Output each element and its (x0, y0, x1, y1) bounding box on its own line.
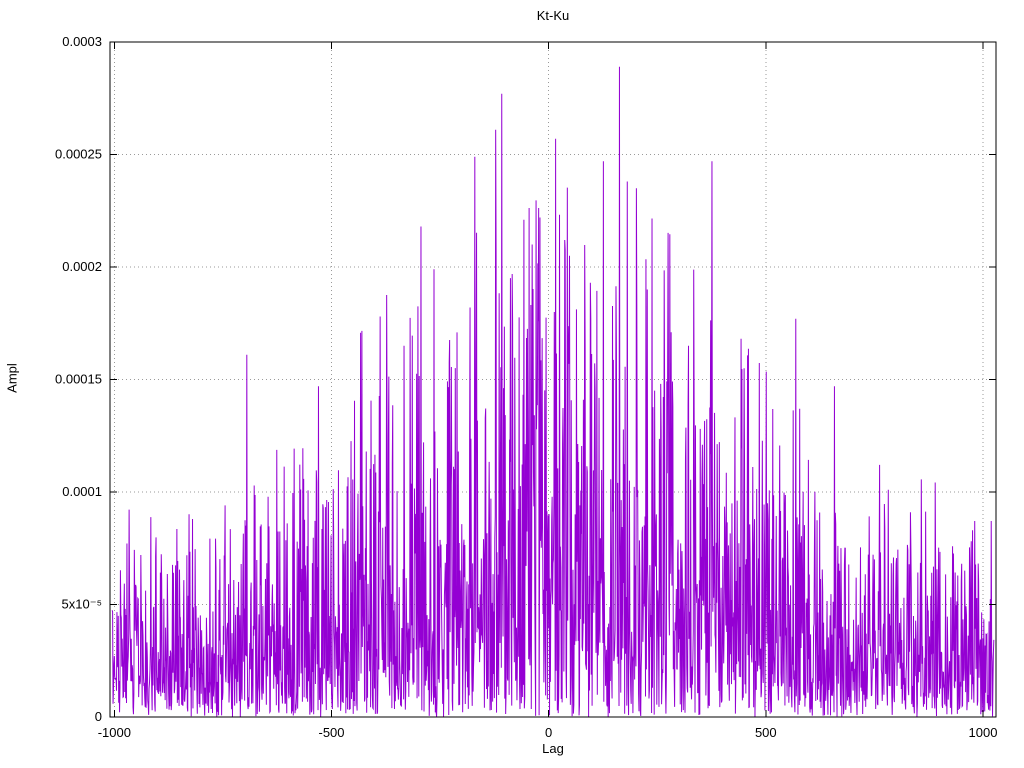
y-tick-label: 0.0003 (62, 34, 102, 49)
y-tick-label: 0 (95, 709, 102, 724)
series-line (111, 66, 995, 718)
x-tick-label: -500 (318, 725, 344, 740)
x-tick-label: 1000 (969, 725, 998, 740)
chart-title: Kt-Ku (536, 8, 570, 23)
x-tick-label: -1000 (98, 725, 131, 740)
y-tick-label: 0.0002 (62, 259, 102, 274)
y-tick-label: 0.00025 (55, 147, 102, 162)
x-axis-label: Lag (542, 741, 564, 756)
y-tick-label: 5x10⁻⁵ (62, 597, 102, 612)
y-tick-label: 0.00015 (55, 372, 102, 387)
x-tick-label: 500 (755, 725, 777, 740)
x-tick-label: 0 (545, 725, 552, 740)
y-tick-label: 0.0001 (62, 484, 102, 499)
